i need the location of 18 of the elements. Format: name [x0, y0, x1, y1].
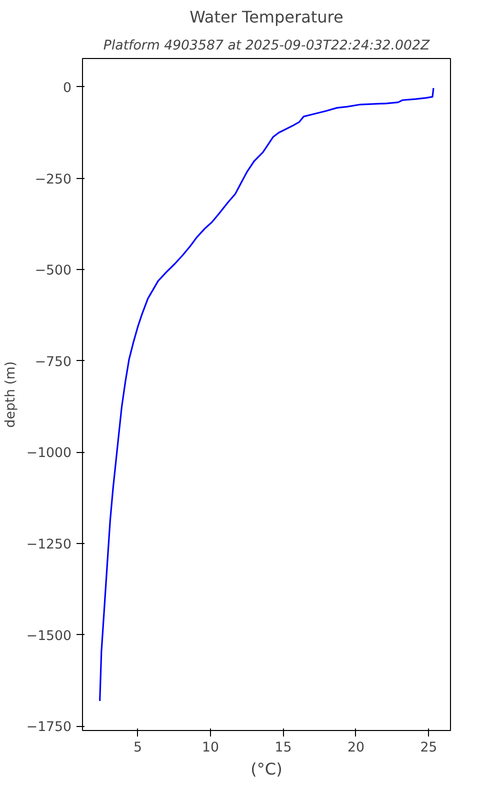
y-axis-title: depth (m): [3, 361, 18, 428]
x-tick-label: 20: [347, 740, 364, 756]
y-tick-label: −1250: [26, 538, 72, 553]
y-tick-label: −750: [34, 354, 72, 370]
y-tick-label: −1000: [26, 446, 72, 462]
y-tick-label: −500: [34, 264, 72, 279]
line-series: [99, 87, 434, 702]
x-tick-label: 15: [274, 740, 292, 756]
y-tick-label: −1750: [26, 720, 72, 736]
x-tick-label: 5: [134, 740, 142, 756]
y-tick-label: 0: [63, 80, 72, 96]
chart-subtitle: Platform 4903587 at 2025-09-03T22:24:32.002Z: [103, 38, 430, 54]
y-tick-label: −250: [34, 172, 72, 188]
x-tick-label: 25: [420, 740, 438, 756]
y-tick-label: −1500: [26, 628, 72, 644]
x-tick-label: 10: [202, 740, 219, 756]
chart-title: Water Temperature: [190, 8, 344, 26]
x-axis-title: (°C): [250, 760, 282, 778]
